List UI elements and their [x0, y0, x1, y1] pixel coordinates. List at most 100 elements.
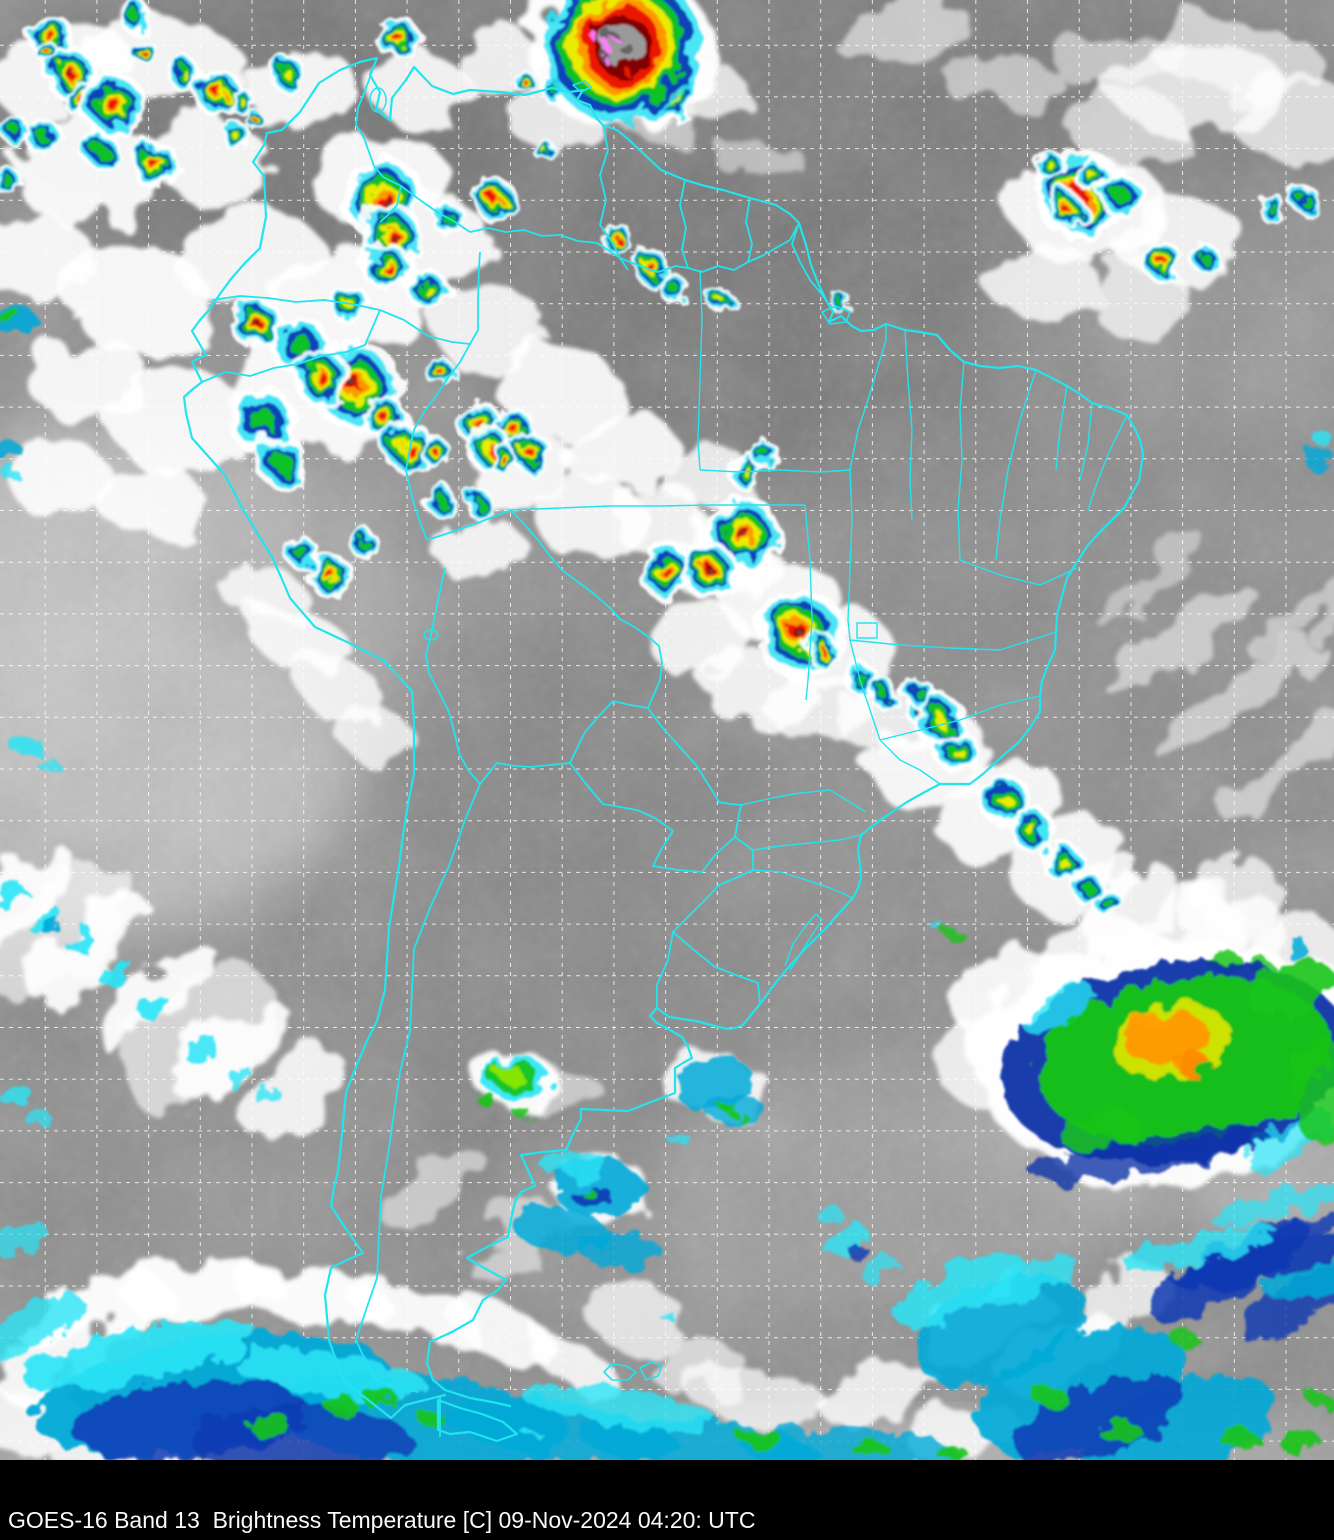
cold-cloud-blob [1032, 1388, 1068, 1408]
storm-cell [633, 249, 671, 287]
atlantic-storm-blob [1061, 1108, 1139, 1152]
state-border [510, 504, 805, 511]
extreme-cold-pink-spot [599, 53, 605, 59]
cloud-blob [1092, 538, 1208, 622]
cloud-blob [251, 605, 349, 675]
cold-cloud-blob [1171, 1236, 1334, 1288]
storm-cell [706, 286, 734, 314]
cold-cloud-blob [1308, 1393, 1332, 1407]
cold-cloud-blob [1304, 448, 1334, 472]
country-border [791, 222, 827, 301]
cold-cloud-blob [1220, 1430, 1260, 1450]
state-border [849, 631, 1057, 651]
storm-cell [167, 57, 203, 93]
caption-text: GOES-16 Band 13 Brightness Temperature [… [8, 1507, 756, 1533]
cloud-blob [246, 1051, 344, 1139]
cold-cloud-blob [1014, 1374, 1186, 1460]
state-border [699, 469, 851, 473]
caption-bar: GOES-16 Band 13 Brightness Temperature [… [0, 1460, 1334, 1540]
cold-cloud-blob [0, 1224, 49, 1256]
cold-cloud-blob [1121, 1226, 1279, 1270]
cloud-blob [0, 860, 137, 1000]
storm-cell [1070, 870, 1106, 906]
country-border [428, 672, 481, 785]
cold-cloud-blob [1261, 1257, 1334, 1299]
country-border [510, 509, 663, 709]
cold-cloud-blob [895, 1252, 1025, 1328]
cold-cloud-blob [26, 1112, 54, 1128]
cloud-blob [940, 55, 1060, 105]
state-border [879, 739, 941, 785]
state-border [784, 913, 823, 971]
state-border [1055, 385, 1068, 471]
country-border [656, 836, 754, 1008]
storm-cell [1041, 841, 1083, 883]
country-border [569, 700, 649, 764]
storm-cell [329, 284, 371, 326]
storm-cell [375, 15, 421, 61]
storm-cell [1009, 807, 1055, 853]
storm-cell [421, 437, 453, 469]
coastline [436, 1398, 519, 1443]
cold-cloud-blob [1278, 1432, 1322, 1452]
storm-cell [228, 295, 282, 349]
cloud-blob [1215, 706, 1334, 814]
lake-outline [423, 629, 439, 641]
storm-cell [513, 70, 537, 94]
state-border [697, 269, 703, 471]
goes16-ir-map-canvas [0, 0, 1334, 1460]
atlantic-storm-blob [1246, 959, 1334, 1017]
cloud-blob [1070, 95, 1190, 165]
island-outline [639, 1361, 663, 1381]
state-border [904, 329, 913, 521]
cold-cloud-blob [1212, 1183, 1334, 1227]
storm-cell [1142, 241, 1184, 283]
cloud-blob [30, 335, 150, 425]
extreme-cold-pink-spot [603, 42, 613, 52]
cold-cloud-blob [2, 469, 22, 481]
cloud-blob [1157, 640, 1323, 760]
extreme-cold-pink-spot [613, 37, 619, 43]
storm-cell [600, 222, 636, 258]
state-border [752, 834, 862, 851]
storm-cell [307, 552, 353, 598]
cold-cloud-blob [933, 923, 947, 933]
cloud-blob [822, 1361, 938, 1429]
cold-cloud-blob [520, 1385, 720, 1431]
cloud-blob [495, 344, 625, 436]
storm-cell [472, 177, 518, 223]
cold-cloud-layer [0, 306, 1334, 1460]
cloud-blob [830, 0, 970, 62]
cold-cloud-blob [41, 917, 59, 933]
storm-cell [844, 662, 880, 698]
cold-cloud-blob [860, 1258, 900, 1282]
extreme-cold-pink-spot [592, 34, 600, 42]
cold-cloud-blob [661, 1315, 679, 1321]
cold-cloud-blob [1312, 431, 1332, 445]
island-outline [603, 1363, 637, 1381]
cloud-blob [235, 1266, 385, 1324]
cold-cloud-blob [66, 928, 94, 952]
cold-cloud-blob [740, 1427, 960, 1460]
atlantic-storm-blob [1132, 1011, 1160, 1029]
state-border [849, 639, 881, 741]
cold-cloud-blob [946, 929, 964, 941]
cold-cloud-blob [190, 1405, 410, 1460]
storm-cell [1047, 191, 1085, 229]
cloud-blob [10, 440, 110, 520]
cold-cloud-blob [522, 1430, 542, 1436]
atlantic-storm-blob [1292, 1035, 1334, 1145]
cold-cloud-blob [228, 1067, 252, 1089]
cloud-blob [370, 55, 470, 125]
country-border [672, 931, 761, 1005]
state-border [957, 361, 965, 561]
storm-cell [381, 420, 435, 474]
storm-cell [131, 40, 159, 68]
cold-cloud-blob [494, 1064, 522, 1080]
storm-cell [219, 119, 251, 151]
cold-cloud-blob [736, 1427, 784, 1449]
country-border [201, 309, 381, 383]
storm-cell [226, 86, 254, 114]
country-border [425, 567, 446, 674]
